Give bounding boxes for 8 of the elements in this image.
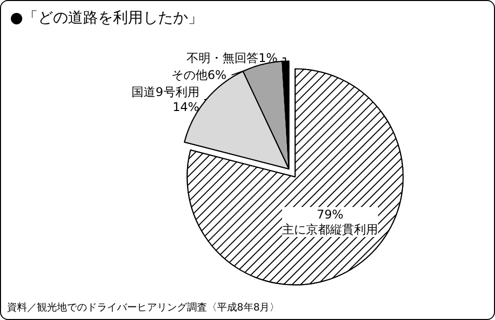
slice-label: その他6% [171, 68, 227, 82]
slice-label: 主に京都縦貫利用 [282, 222, 378, 236]
data-label: 14% [172, 100, 200, 114]
text: 資料／観光地でのドライバーヒアリング調査〈平成8年8月〉 [7, 302, 280, 314]
chart-title: ●「どの道路を利用したか」 [10, 8, 204, 26]
data-label: 79% [316, 207, 344, 222]
slice-label: 不明・無回答1% [186, 51, 278, 66]
slice-label: 国道9号利用 [132, 85, 200, 100]
